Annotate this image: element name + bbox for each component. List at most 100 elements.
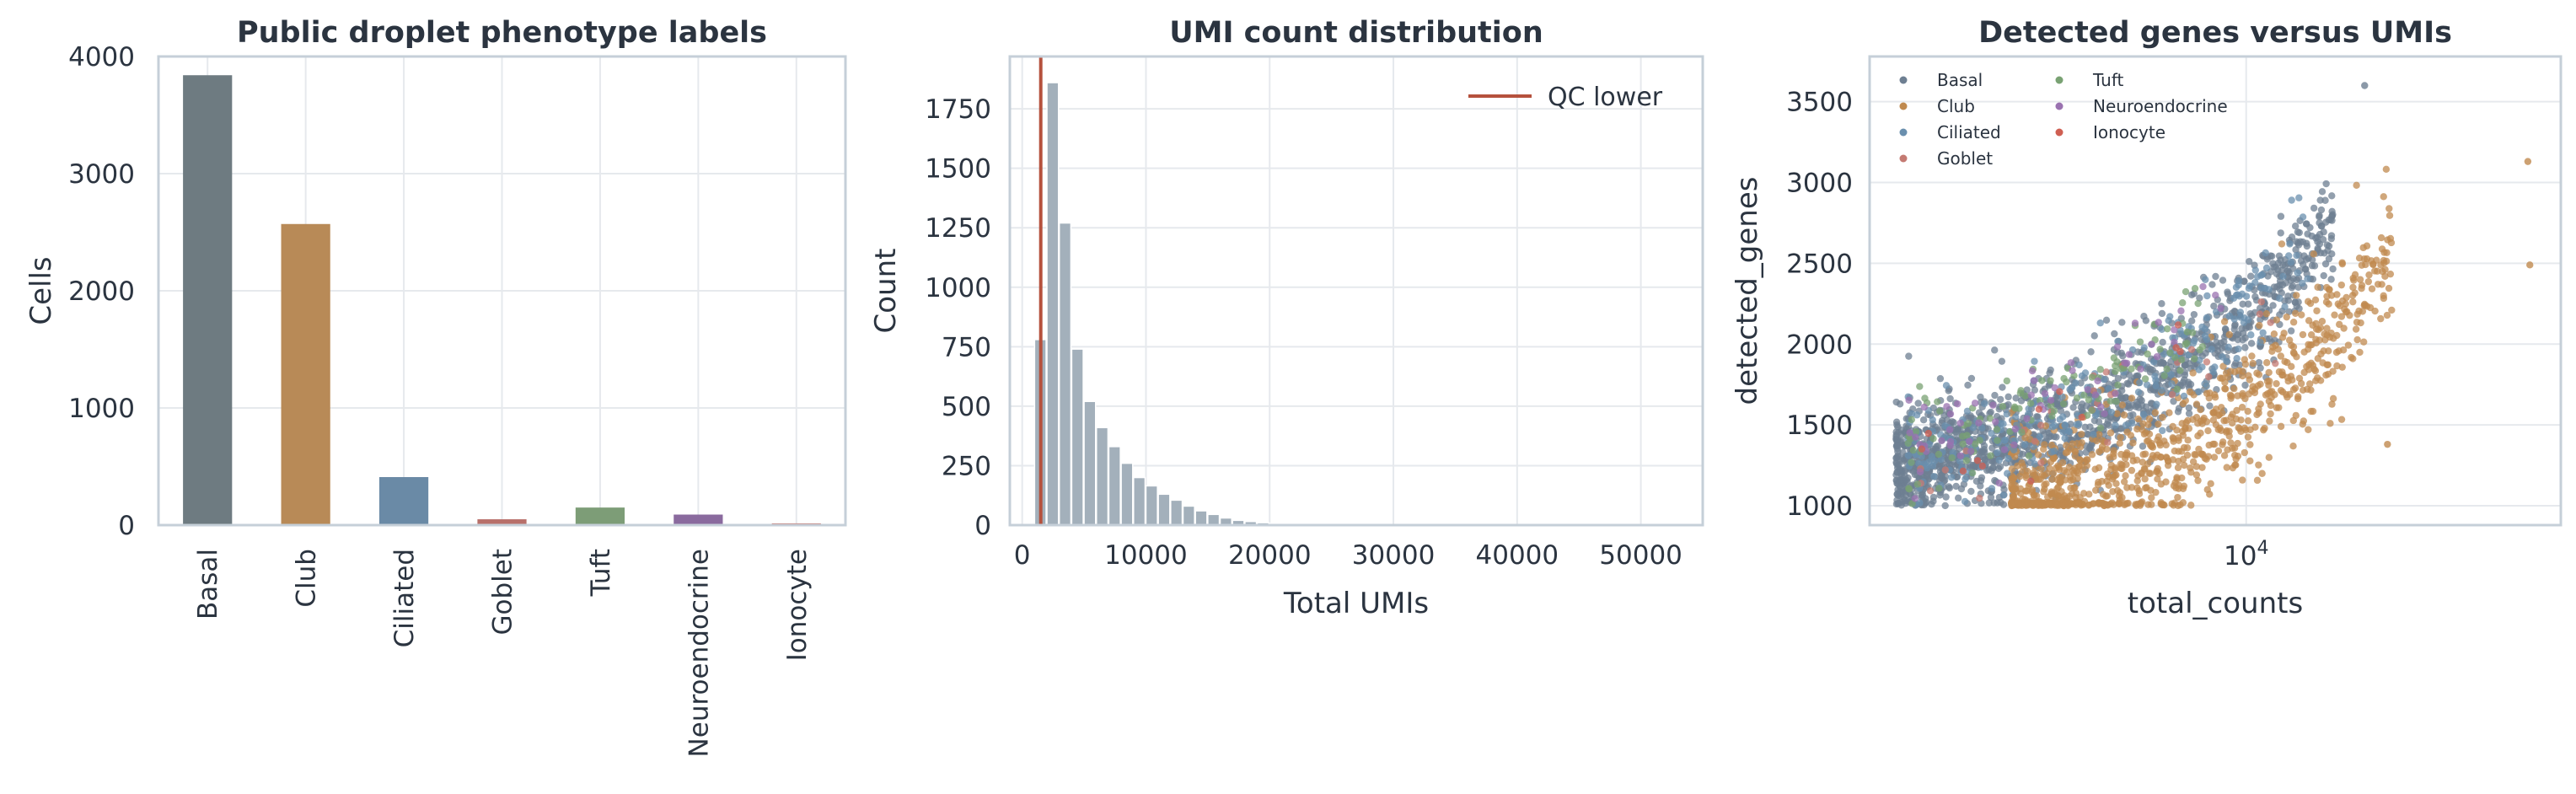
point-ciliated (1947, 474, 1956, 481)
point-neuroendocrine (1971, 400, 1979, 407)
point-club (2365, 271, 2373, 279)
y-tick-label: 2000 (68, 276, 135, 307)
point-basal (2329, 265, 2337, 273)
point-ciliated (2230, 294, 2238, 302)
point-basal (2319, 236, 2327, 244)
point-club (2028, 488, 2036, 496)
point-ciliated (2262, 284, 2269, 292)
point-club (2353, 181, 2360, 189)
point-club (2155, 469, 2163, 477)
point-tuft (1921, 394, 1929, 402)
point-ionocyte (2056, 388, 2063, 395)
point-club (2047, 488, 2055, 496)
legend-marker (2055, 76, 2063, 84)
point-basal (2132, 403, 2140, 410)
point-ciliated (2100, 376, 2108, 384)
point-basal (2190, 310, 2198, 319)
histogram-bar (1096, 427, 1109, 526)
scatter-panel: Basal Club Ciliated Goblet Tuft Neuroendocrin… (1731, 16, 2563, 620)
point-club (2241, 448, 2248, 457)
point-club (2349, 298, 2357, 306)
point-basal (1954, 494, 1962, 502)
point-basal (2278, 289, 2285, 297)
point-basal (2293, 238, 2300, 245)
point-tuft (2114, 381, 2122, 389)
point-outlier (2361, 82, 2369, 89)
x-tick-label: 10000 (1104, 540, 1188, 571)
point-ciliated (2049, 423, 2057, 431)
point-club (2322, 298, 2331, 306)
point-club (2262, 310, 2271, 318)
point-club (2207, 480, 2214, 488)
point-basal (2246, 272, 2255, 280)
point-basal (1994, 464, 2003, 472)
point-club (2238, 404, 2246, 411)
point-club (2268, 347, 2276, 355)
point-club (2333, 291, 2341, 298)
point-basal (2159, 338, 2166, 346)
point-basal (2257, 364, 2264, 372)
point-neuroendocrine (2011, 425, 2019, 433)
point-club (2198, 464, 2206, 471)
point-basal (2077, 379, 2085, 387)
point-basal (2181, 376, 2188, 384)
point-ciliated (1999, 491, 2008, 499)
legend-marker (2055, 102, 2063, 110)
point-club (2094, 480, 2102, 489)
point-basal (2023, 386, 2031, 394)
point-club (2128, 394, 2136, 402)
point-basal (2103, 420, 2112, 428)
point-club (2361, 302, 2369, 309)
point-basal (2118, 319, 2126, 326)
point-tuft (2160, 372, 2168, 379)
point-club (2078, 430, 2085, 438)
point-ciliated (2153, 400, 2160, 408)
point-ciliated (2168, 380, 2176, 388)
point-club (2329, 394, 2337, 403)
point-ciliated (2010, 446, 2018, 454)
point-club (2280, 330, 2288, 337)
point-club (2326, 420, 2334, 427)
point-ciliated (2225, 312, 2234, 320)
point-club (2043, 469, 2051, 478)
point-outlier (2384, 440, 2391, 448)
point-basal (2297, 257, 2305, 265)
point-goblet (2102, 368, 2110, 376)
histogram-bar (1083, 400, 1097, 526)
point-ciliated (2021, 441, 2029, 448)
point-ciliated (2203, 314, 2211, 322)
point-club (2241, 360, 2250, 368)
point-goblet (2257, 298, 2265, 306)
point-club (2209, 409, 2217, 416)
point-club (2120, 411, 2128, 419)
point-club (2266, 417, 2273, 425)
point-club (2248, 352, 2256, 360)
point-club (2255, 461, 2262, 469)
point-club (2244, 433, 2252, 441)
point-club (2320, 347, 2327, 355)
point-club (2195, 445, 2203, 453)
point-club (2205, 394, 2213, 402)
point-club (2180, 443, 2188, 452)
point-ciliated (2158, 325, 2165, 333)
bar-goblet (477, 519, 527, 525)
point-ionocyte (1959, 467, 1967, 475)
point-tuft (2112, 398, 2120, 405)
point-basal (1952, 473, 1961, 481)
plot-frame (157, 55, 847, 527)
point-club (2175, 434, 2182, 442)
point-club (2183, 451, 2192, 459)
point-basal (2291, 223, 2300, 230)
chart-title: Detected genes versus UMIs (1978, 16, 2452, 50)
point-club (2099, 499, 2106, 507)
point-goblet (1926, 487, 1935, 495)
legend-label: Goblet (1937, 148, 1993, 169)
y-tick-label: 1250 (925, 213, 991, 244)
point-club (2245, 390, 2253, 398)
point-ciliated (2050, 447, 2058, 455)
point-basal (2140, 313, 2148, 320)
point-club (2219, 362, 2227, 370)
point-basal (2056, 443, 2064, 451)
point-tuft (2059, 400, 2068, 408)
point-club (2364, 277, 2373, 286)
